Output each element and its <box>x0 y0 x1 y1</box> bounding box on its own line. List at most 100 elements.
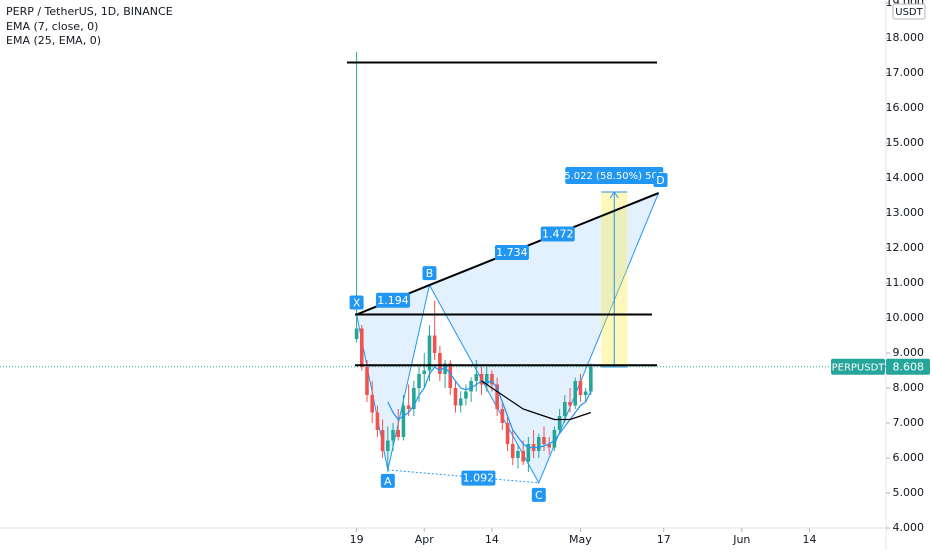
y-tick-label: 6.000 <box>893 451 925 464</box>
candle-body <box>406 405 411 410</box>
y-tick-label: 8.000 <box>893 381 925 394</box>
candle-body <box>542 437 546 445</box>
candle-body <box>495 384 499 410</box>
currency-label: USDT <box>895 7 923 18</box>
plot-area <box>0 52 886 485</box>
y-tick-label: 12.000 <box>886 241 925 254</box>
candle-body <box>396 430 401 438</box>
candle-body <box>469 381 473 392</box>
candle-body <box>453 388 458 406</box>
pattern-point-box <box>531 487 546 502</box>
x-tick-label: 19 <box>350 533 364 546</box>
candle-body <box>557 416 562 431</box>
y-tick-label: 13.000 <box>886 206 925 219</box>
pattern-point-label: D <box>656 174 664 187</box>
candle-body <box>427 335 432 371</box>
candle-body <box>536 437 541 452</box>
y-tick-label: 17.000 <box>886 66 925 79</box>
candle-body <box>354 328 359 340</box>
pattern-point-label: B <box>426 267 434 280</box>
symbol-label: PERPUSDT <box>832 363 886 374</box>
y-tick-label: 4.000 <box>893 521 925 534</box>
candle-body <box>401 405 406 438</box>
pattern-point-box <box>422 266 437 281</box>
y-tick-label: 7.000 <box>893 416 925 429</box>
candle-body <box>365 367 369 396</box>
candle-body <box>479 374 484 385</box>
candle-body <box>370 395 375 413</box>
candle-body <box>474 374 479 382</box>
pattern-ac <box>387 469 539 484</box>
ratio-box <box>461 470 496 486</box>
ratio-box <box>376 292 411 308</box>
pattern-point-box <box>380 473 395 488</box>
candle-body <box>443 363 447 375</box>
candle-body <box>422 370 427 375</box>
candle-body <box>521 451 525 462</box>
ema-line <box>387 366 592 449</box>
pattern-point-label: C <box>535 489 543 502</box>
y-tick-label: 5.000 <box>893 486 925 499</box>
x-tick-label: 14 <box>802 533 816 546</box>
candle-body <box>505 423 510 445</box>
candle-body <box>500 409 505 424</box>
candle-body <box>552 430 557 448</box>
candle-body <box>578 381 583 396</box>
candle-body <box>438 353 442 375</box>
x-tick-label: 14 <box>485 533 499 546</box>
candle-body <box>563 402 567 417</box>
candle-body <box>589 366 593 392</box>
axes: 4.000 5.000 6.000 7.000 8.000 9.000 10.000 11.0… <box>350 0 930 546</box>
x-tick-label: May <box>569 533 592 546</box>
candle-body <box>490 374 494 385</box>
candle-body <box>417 374 421 389</box>
measure-label-box <box>565 167 664 185</box>
candle-body <box>386 440 390 452</box>
ratio-label: 1.092 <box>463 472 495 485</box>
candle-body <box>573 381 578 406</box>
measure-label: 5.022 (58.50%) 502 <box>564 171 664 182</box>
last-price-label: 8.608 <box>893 361 925 374</box>
ratio-label: 1.734 <box>496 246 528 259</box>
pattern-point-box <box>349 295 364 310</box>
pattern-point-label: A <box>384 475 392 488</box>
indicator-legend: EMA (7, close, 0) <box>6 20 98 33</box>
pattern-point-label: X <box>353 297 361 310</box>
candle-body <box>547 444 551 448</box>
x-tick-label: Jun <box>732 533 750 546</box>
y-tick-label: 9.000 <box>893 346 925 359</box>
ratio-label: 1.194 <box>377 294 409 307</box>
candle-body <box>380 430 385 452</box>
candle-body <box>464 391 468 399</box>
candle-body <box>510 444 515 459</box>
indicator-legend: EMA (25, EMA, 0) <box>6 34 101 47</box>
chart-title: PERP / TetherUS, 1D, BINANCE <box>6 5 173 18</box>
candle-body <box>583 391 588 396</box>
x-tick-label: 17 <box>657 533 671 546</box>
y-tick-label: 15.000 <box>886 136 925 149</box>
candle-body <box>391 430 395 441</box>
y-tick-label: 18.000 <box>886 31 925 44</box>
candle-body <box>359 328 364 368</box>
currency-box <box>892 3 926 20</box>
candle-body <box>375 412 380 431</box>
y-tick-label: 10.000 <box>886 311 925 324</box>
y-tick-label: 14.000 <box>886 171 925 184</box>
candle-body <box>412 388 416 410</box>
y-tick-label: 16.000 <box>886 101 925 114</box>
ratio-label: 1.472 <box>542 228 574 241</box>
y-tick-label: 11.000 <box>886 276 925 289</box>
candle-body <box>458 398 463 406</box>
candle-body <box>568 402 572 406</box>
ratio-box <box>494 244 529 260</box>
candle-body <box>484 374 489 385</box>
candle-body <box>516 451 520 459</box>
candle-body <box>432 335 437 354</box>
symbol-tag <box>831 358 885 375</box>
overlay: X A B C D 1.194 1.092 1.734 1.472 5.022 (58.50%) … <box>347 61 668 502</box>
pattern-point-box <box>653 173 668 188</box>
x-tick-label: Apr <box>415 533 435 546</box>
